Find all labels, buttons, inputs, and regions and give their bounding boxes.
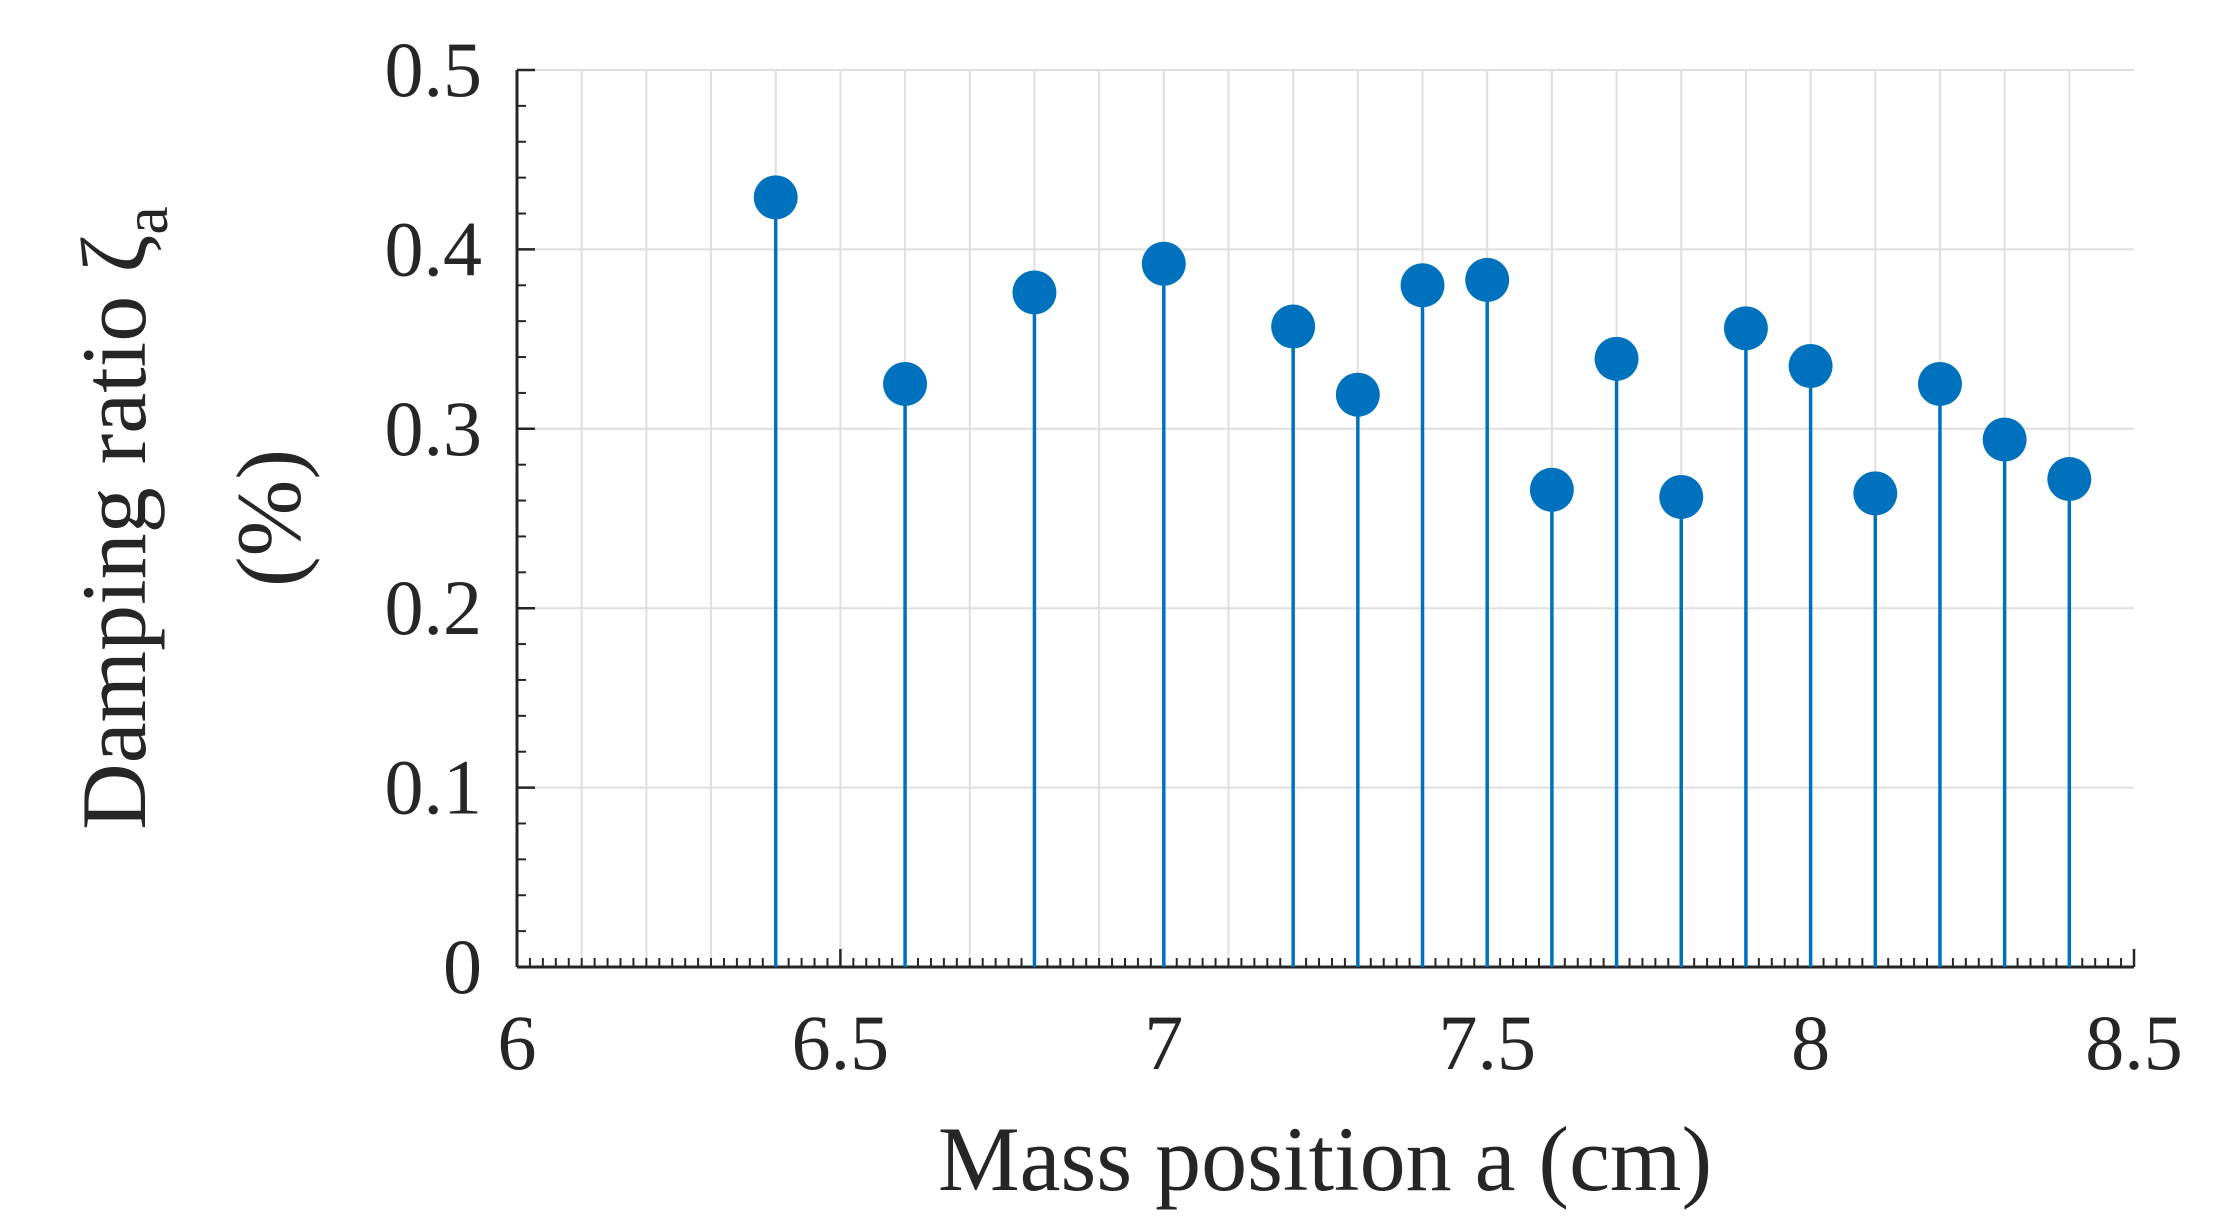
stem-marker [1594, 336, 1639, 381]
stem-series [773, 197, 2072, 967]
stem-marker [883, 361, 928, 406]
y-tick-label: 0 [443, 923, 482, 1010]
stem-marker [1271, 304, 1316, 349]
y-axis-unit: (%) [218, 449, 320, 587]
x-tick-labels: 6 6.5 7 7.5 8 8.5 [498, 999, 2183, 1086]
stem-marker [753, 175, 798, 220]
stem-marker [2047, 457, 2092, 502]
y-tick-label: 0.4 [385, 205, 483, 292]
y-tick-label: 0.2 [385, 564, 483, 651]
y-axis-title: Damping ratio ζa [63, 206, 181, 830]
stem-marker [1465, 257, 1510, 302]
x-tick-label: 7 [1144, 999, 1183, 1086]
stem-marker [1788, 344, 1833, 389]
stem-marker [1853, 471, 1898, 516]
x-tick-label: 6 [498, 999, 537, 1086]
y-axis-unit-text: (%) [218, 449, 320, 587]
stem-marker [1659, 474, 1704, 519]
stem-marker [1335, 372, 1380, 417]
stem-marker [1723, 306, 1768, 351]
x-tick-label: 8 [1791, 999, 1830, 1086]
stem-markers [753, 175, 2092, 519]
x-tick-label: 8.5 [2085, 999, 2183, 1086]
y-axis-title-subscript: a [110, 206, 181, 234]
y-axis-title-main: Damping ratio ζa [63, 206, 181, 830]
stem-marker [1917, 361, 1962, 406]
x-tick-label: 7.5 [1438, 999, 1536, 1086]
x-tick-label: 6.5 [792, 999, 890, 1086]
y-tick-labels: 0 0.1 0.2 0.3 0.4 0.5 [385, 26, 483, 1010]
stem-marker [1012, 270, 1057, 315]
plot-area [517, 70, 2134, 967]
y-tick-label: 0.5 [385, 26, 483, 113]
x-axis-title: Mass position a (cm) [938, 1108, 1712, 1210]
stem-marker [1982, 417, 2027, 462]
stem-marker [1141, 241, 1186, 286]
y-tick-label: 0.3 [385, 385, 483, 472]
y-axis-title-text: Damping ratio ζ [63, 235, 165, 830]
y-tick-label: 0.1 [385, 744, 483, 831]
stem-marker [1400, 263, 1445, 308]
stem-marker [1529, 467, 1574, 512]
